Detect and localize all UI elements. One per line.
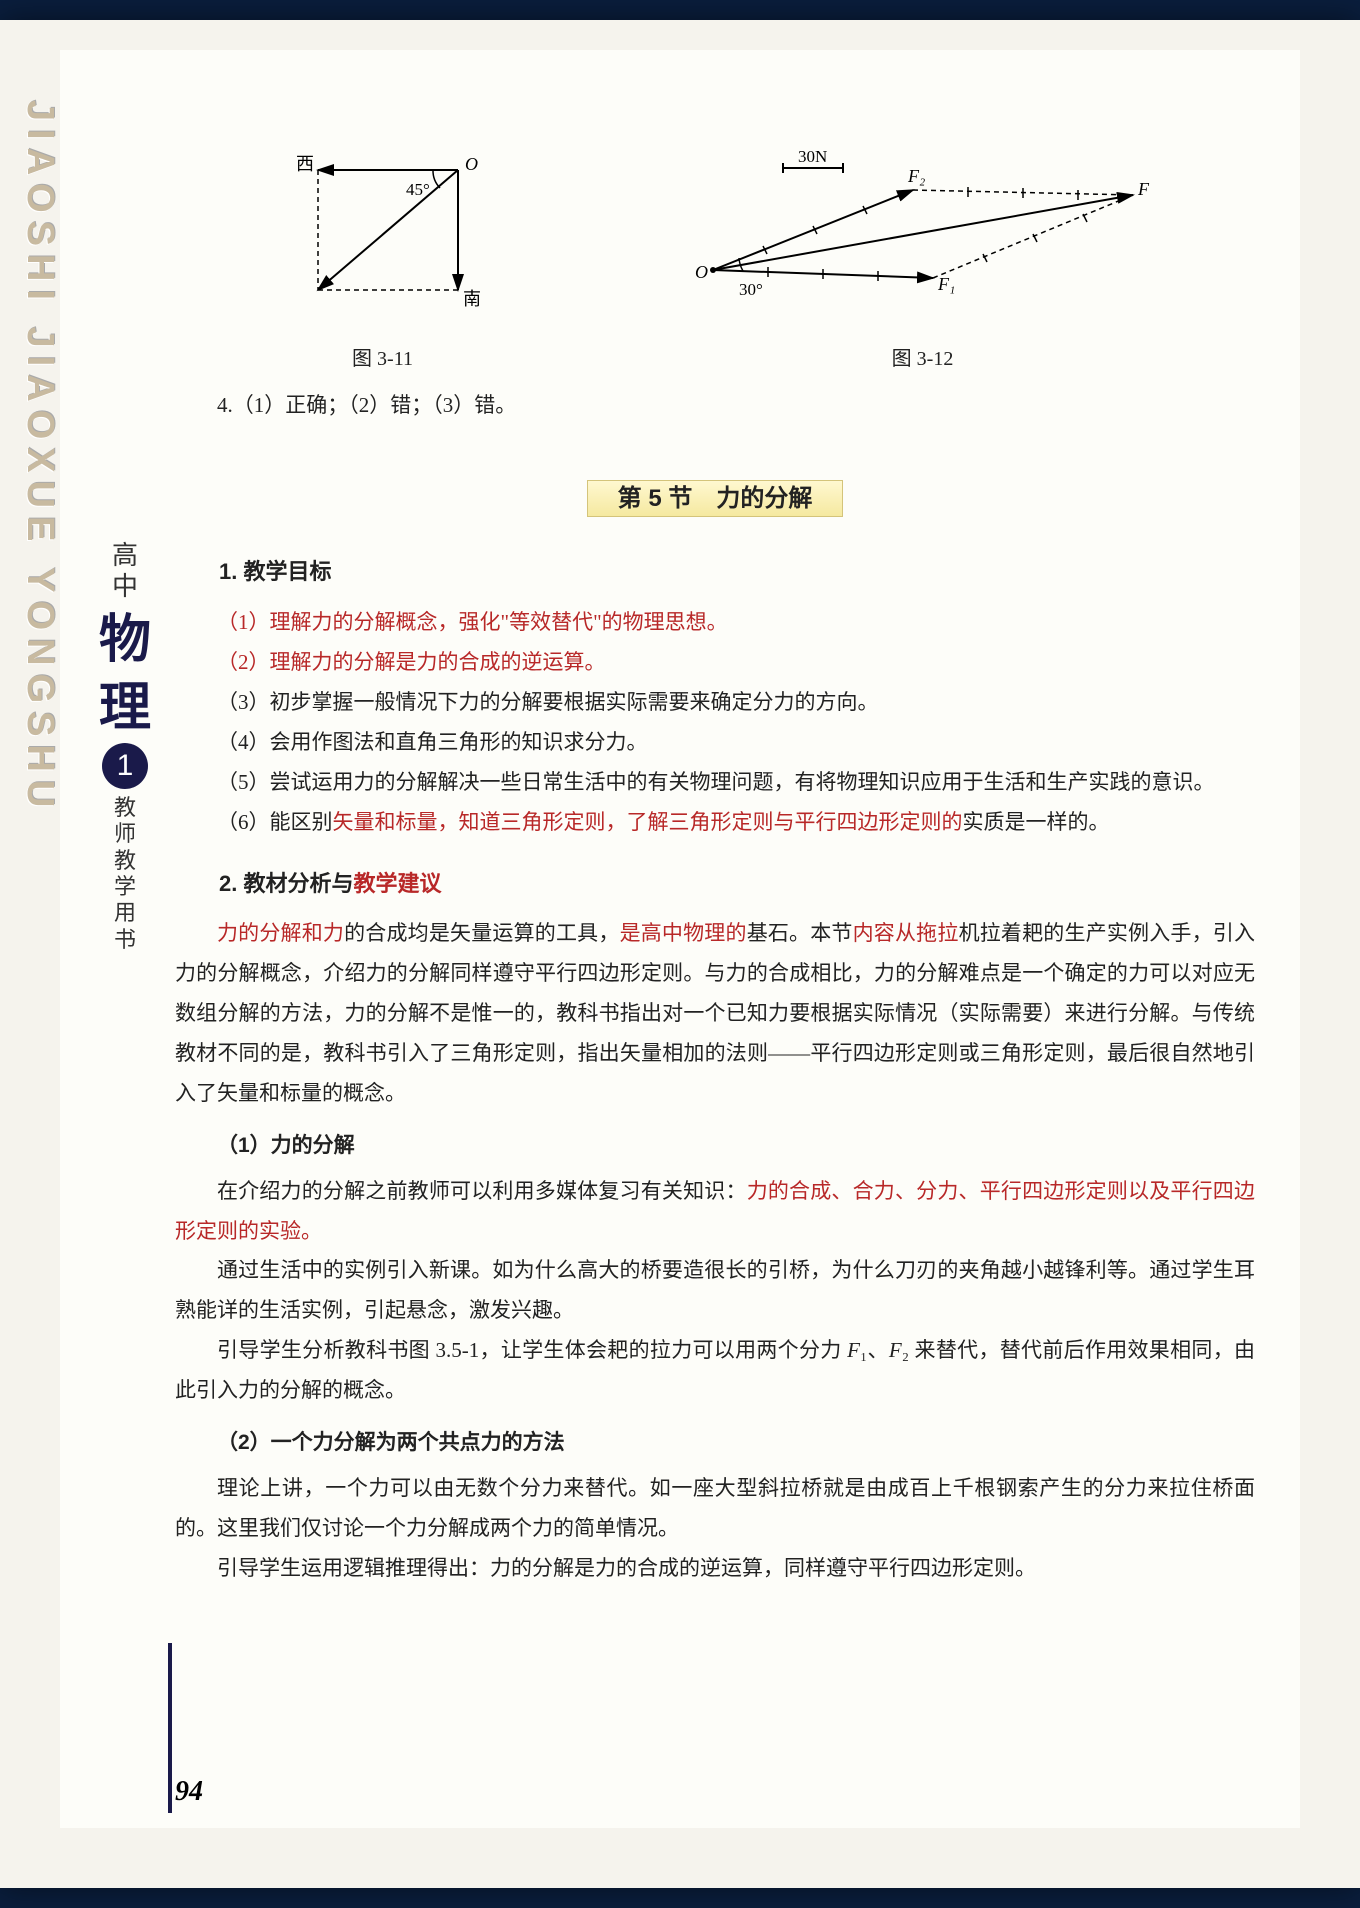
goal-4: （4）会用作图法和直角三角形的知识求分力。 [175, 723, 1255, 763]
grade-char-1: 高 [95, 540, 155, 571]
sub1-p3: 引导学生分析教科书图 3.5-1，让学生体会耙的拉力可以用两个分力 F₁、F₂ … [175, 1331, 1255, 1411]
sub1-p2: 通过生活中的实例引入新课。如为什么高大的桥要造很长的引桥，为什么刀刃的夹角越小越… [175, 1251, 1255, 1331]
label-O2: O [695, 262, 708, 282]
sub2-p1: 理论上讲，一个力可以由无数个分力来替代。如一座大型斜拉桥就是由成百上千根钢索产生… [175, 1469, 1255, 1549]
label-O: O [465, 154, 478, 174]
subject-char-2: 理 [95, 680, 155, 737]
sub1-heading: （1）力的分解 [175, 1126, 1255, 1166]
goal-1: （1）理解力的分解概念，强化"等效替代"的物理思想。 [175, 603, 1255, 643]
section-banner: 第 5 节 力的分解 [175, 476, 1255, 522]
book-subtitle: 教师教学用书 [95, 795, 155, 953]
side-label: 高 中 物 理 1 教师教学用书 [95, 540, 155, 953]
section-title: 第 5 节 力的分解 [587, 480, 844, 517]
spine-pinyin: JIAOSHI JIAOXUE YONGSHU [18, 100, 61, 815]
answer-line: 4.（1）正确；（2）错；（3）错。 [175, 386, 1255, 426]
figures-row: 西 O 南 45° 图 3-11 [175, 150, 1255, 378]
heading-goals: 1. 教学目标 [175, 551, 1255, 593]
label-angle45: 45° [406, 180, 430, 199]
label-F: F [1137, 179, 1150, 199]
caption-3-12: 图 3-12 [683, 340, 1163, 378]
label-scale: 30N [798, 150, 827, 166]
figure-3-11: 西 O 南 45° 图 3-11 [268, 150, 498, 378]
heading-analysis: 2. 教材分析与教学建议 [175, 863, 1255, 905]
subject-char-1: 物 [95, 612, 155, 669]
page-num-rule [168, 1643, 172, 1813]
figure-3-12: 30N O F₁ F₂ F [683, 150, 1163, 378]
label-angle30: 30° [739, 280, 763, 299]
volume-badge: 1 [102, 743, 148, 789]
caption-3-11: 图 3-11 [268, 340, 498, 378]
label-F2: F₂ [907, 166, 925, 186]
goal-3: （3）初步掌握一般情况下力的分解要根据实际需要来确定分力的方向。 [175, 683, 1255, 723]
sub2-p2: 引导学生运用逻辑推理得出：力的分解是力的合成的逆运算，同样遵守平行四边形定则。 [175, 1549, 1255, 1589]
label-F1: F₁ [937, 274, 955, 294]
goal-2: （2）理解力的分解是力的合成的逆运算。 [175, 643, 1255, 683]
sub1-p1: 在介绍力的分解之前教师可以利用多媒体复习有关知识：力的合成、合力、分力、平行四边… [175, 1172, 1255, 1252]
main-content: 西 O 南 45° 图 3-11 [175, 150, 1255, 1589]
goal-5: （5）尝试运用力的分解解决一些日常生活中的有关物理问题，有将物理知识应用于生活和… [175, 763, 1255, 803]
page-number: 94 [175, 1776, 203, 1808]
grade-char-2: 中 [95, 571, 155, 602]
sub2-heading: （2）一个力分解为两个共点力的方法 [175, 1423, 1255, 1463]
analysis-intro: 力的分解和力的合成均是矢量运算的工具，是高中物理的基石。本节内容从拖拉机拉着耙的… [175, 914, 1255, 1113]
label-south: 南 [463, 289, 481, 309]
diagram-3-11: 西 O 南 45° [268, 150, 498, 320]
goal-6: （6）能区别矢量和标量，知道三角形定则，了解三角形定则与平行四边形定则的实质是一… [175, 803, 1255, 843]
scanned-page: JIAOSHI JIAOXUE YONGSHU 高 中 物 理 1 教师教学用书 [0, 20, 1360, 1888]
label-west: 西 [296, 154, 314, 174]
diagram-3-12: 30N O F₁ F₂ F [683, 150, 1163, 320]
